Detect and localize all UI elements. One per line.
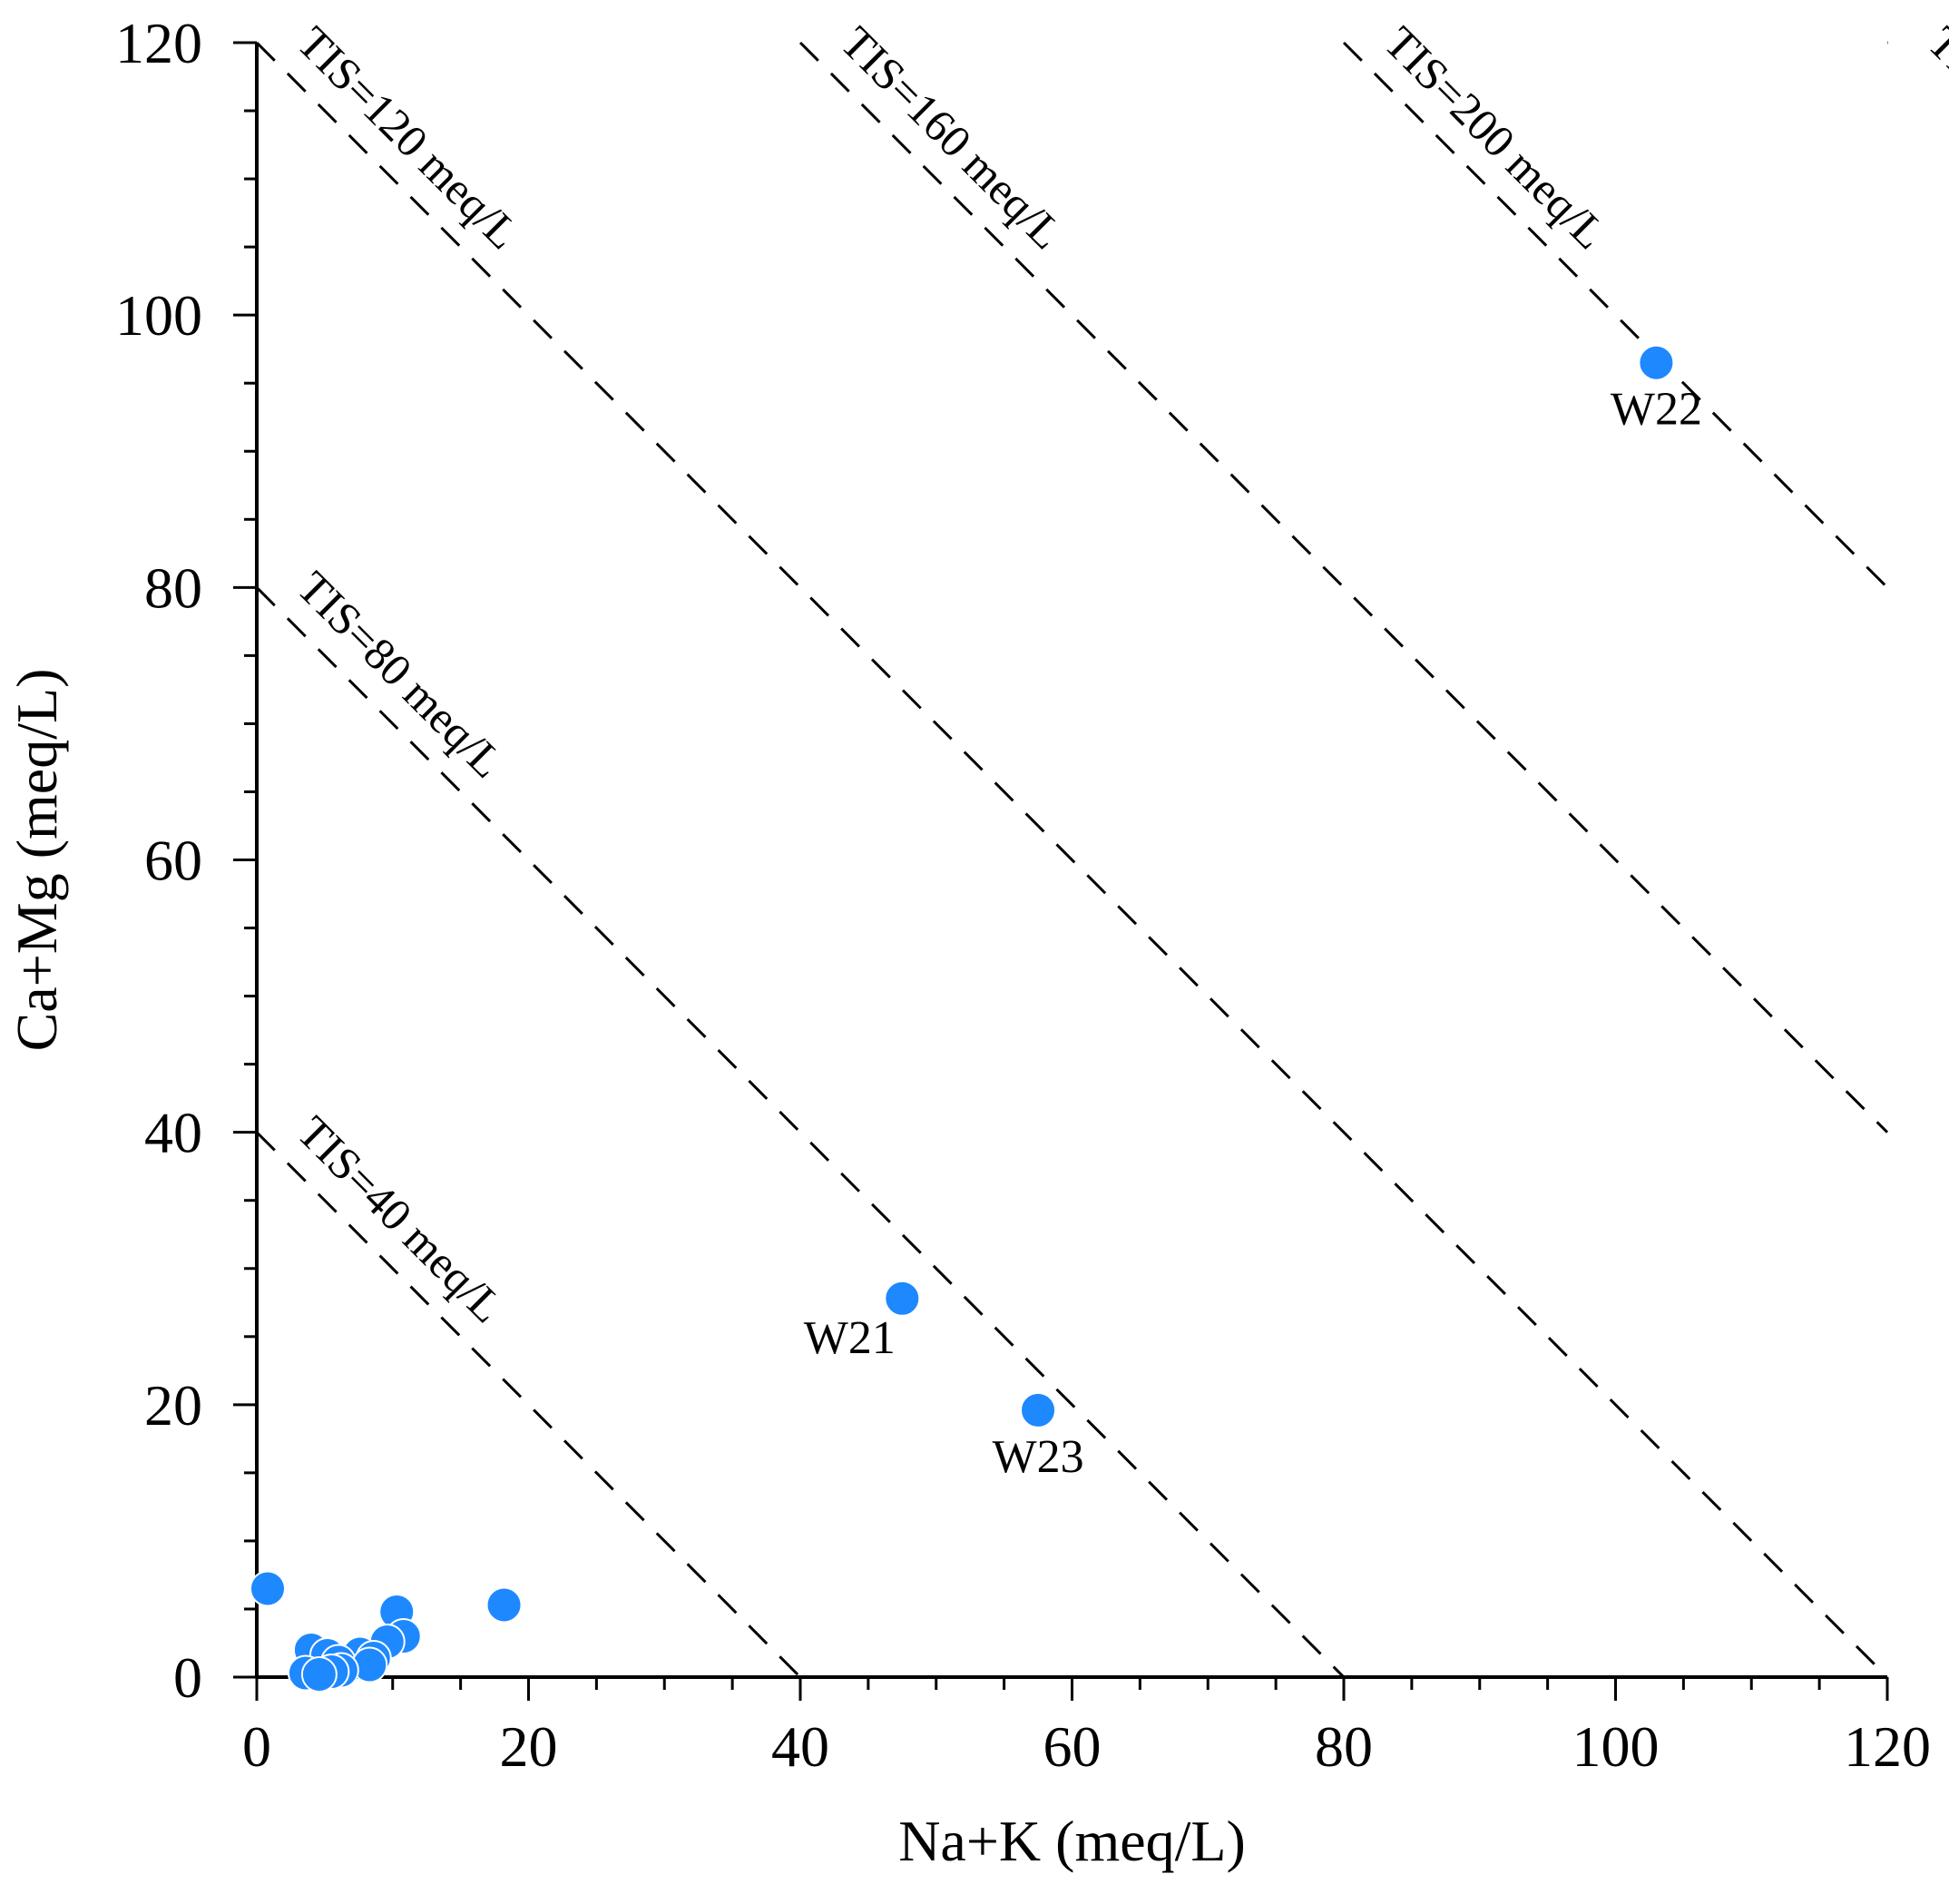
tis-label: TIS=240 meq/L: [1918, 16, 1949, 259]
data-point: [1638, 344, 1675, 381]
point-label: W21: [804, 1312, 896, 1364]
tis-reference-lines: TIS=40 meq/L TIS=80 meq/L TIS=120 meq/L TIS…: [255, 16, 1949, 1679]
x-tick-label: 100: [1572, 1714, 1660, 1779]
y-tick-label: 80: [144, 555, 202, 620]
tis-line: [1342, 41, 1889, 589]
y-tick-label: 60: [144, 829, 202, 893]
data-point: [1020, 1391, 1057, 1428]
x-tick-label: 20: [500, 1714, 558, 1779]
x-tick-label: 0: [242, 1714, 271, 1779]
data-point: [300, 1655, 338, 1693]
tis-line: [255, 41, 1889, 1679]
data-point: [249, 1570, 286, 1607]
data-points: W22 W21 W23: [249, 344, 1702, 1693]
data-point: [485, 1586, 523, 1624]
axis-ticks: 0 20 40 60 80 100 120 0 20 40 60 80 100 120: [115, 11, 1931, 1779]
tis-label: TIS=40 meq/L: [288, 1106, 514, 1332]
x-tick-label: 60: [1043, 1714, 1102, 1779]
tis-label: TIS=80 meq/L: [288, 562, 514, 788]
tis-line: [255, 1131, 802, 1679]
tis-label: TIS=120 meq/L: [288, 16, 530, 259]
y-tick-label: 100: [115, 283, 202, 348]
tis-line: [255, 586, 1346, 1679]
x-tick-label: 80: [1315, 1714, 1373, 1779]
x-axis-title: Na+K (meq/L): [898, 1809, 1246, 1873]
y-tick-label: 120: [115, 11, 202, 75]
y-tick-label: 40: [144, 1101, 202, 1165]
y-tick-label: 0: [173, 1645, 202, 1710]
x-tick-label: 120: [1844, 1714, 1931, 1779]
tis-label: TIS=160 meq/L: [831, 16, 1073, 259]
y-tick-label: 20: [144, 1373, 202, 1438]
point-label: W23: [993, 1431, 1084, 1483]
tis-line: [798, 41, 1889, 1134]
point-label: W22: [1611, 384, 1702, 436]
x-tick-label: 40: [771, 1714, 829, 1779]
data-point: [884, 1280, 921, 1317]
tis-label: TIS=200 meq/L: [1375, 16, 1617, 259]
y-axis-title: Ca+Mg (meq/L): [5, 669, 69, 1052]
